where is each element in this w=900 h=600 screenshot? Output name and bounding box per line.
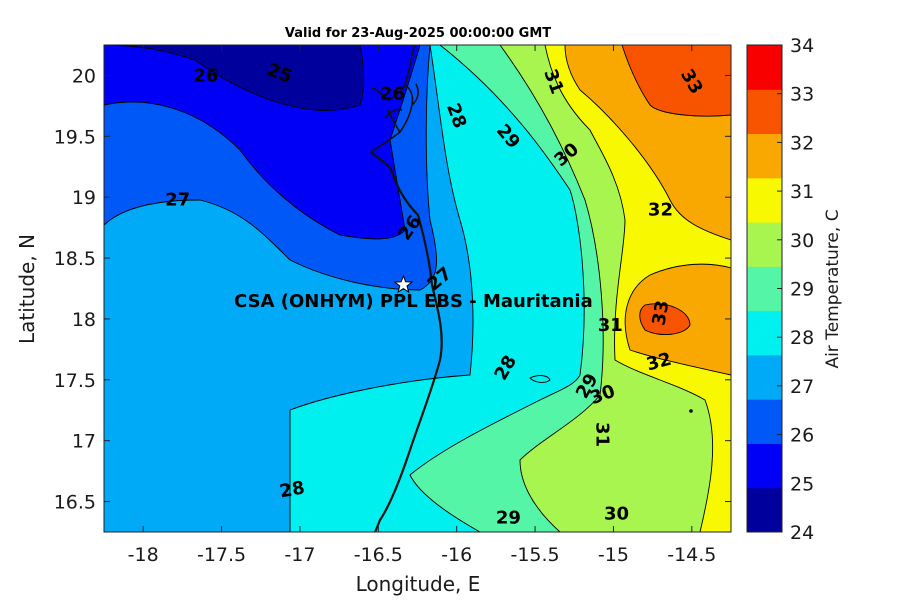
colorbar-tick-label: 30 [790,230,814,252]
isotherms [104,45,731,532]
colorbar-tick-label: 33 [790,84,814,106]
contour-label: 32 [648,199,673,220]
colorbar-tick-label: 27 [790,376,814,398]
colorbar-swatch [747,354,782,400]
colorbar-tick-label: 29 [790,279,814,301]
colorbar-tick-label: 34 [790,35,814,57]
contour-label: 29 [496,507,521,528]
y-axis-ticks: 20 19.5 19 18.5 18 17.5 17 16.5 [54,65,731,514]
colorbar-swatch [747,399,782,444]
x-tick-label: -15.5 [510,544,559,566]
contour-label: 31 [591,422,612,447]
temperature-field [104,45,731,532]
colorbar-tick-label: 28 [790,327,814,349]
y-tick-label: 19 [72,187,96,209]
contour-label: 33 [648,299,673,327]
colorbar-swatch [747,222,782,267]
colorbar-swatch [747,266,782,312]
colorbar-swatch [747,310,782,356]
colorbar-swatch [747,45,782,90]
contour-label: 28 [278,477,306,502]
y-tick-label: 18.5 [54,248,96,270]
patch-28-small [530,375,550,383]
x-axis-ticks: -18 -17.5 -17 -16.5 -16 -15.5 -15 -14.5 [128,45,716,566]
x-tick-label: -14.5 [667,544,716,566]
colorbar-frame [746,44,783,533]
colorbar-swatch [747,443,782,489]
y-tick-label: 18 [72,309,96,331]
y-axis-label: Latitude, N [15,234,39,344]
band-33-34-east [639,303,690,335]
x-tick-label: -18 [128,544,159,566]
coastline-banc-arguin [370,83,419,153]
y-tick-label: 20 [72,65,96,87]
contour-label: 26 [380,84,405,105]
y-tick-label: 17.5 [54,370,96,392]
band-33-34-north [622,45,731,117]
map-frame [103,44,732,533]
colorbar-tick-label: 25 [790,473,814,495]
colorbar-swatch [747,177,782,223]
colorbar-tick-label: 31 [790,181,814,203]
colorbar-swatch [747,89,782,135]
x-tick-label: -17.5 [197,544,246,566]
colorbar-label: Air Temperature, C [823,209,843,368]
x-tick-label: -16.5 [354,544,403,566]
colorbar-swatch [747,487,782,533]
contour-label: 26 [193,65,218,86]
star-icon [393,274,414,294]
x-axis-label: Longitude, E [356,572,481,596]
y-tick-label: 19.5 [54,126,96,148]
y-tick-label: 16.5 [54,492,96,514]
x-tick-label: -17 [284,544,315,566]
colorbar-tick-label: 26 [790,425,814,447]
coastline-north [404,45,416,86]
site-marker: CSA (ONHYM) PPL EBS - Mauritania [234,274,593,312]
y-tick-label: 17 [72,431,96,453]
colorbar: 34 33 32 31 30 29 28 27 26 25 24 [747,35,814,544]
x-tick-label: -16 [441,544,472,566]
colorbar-swatch [747,133,782,179]
site-label: CSA (ONHYM) PPL EBS - Mauritania [234,291,593,312]
coastline [370,151,443,532]
contour-label: 31 [598,315,623,336]
map-title: Valid for 23-Aug-2025 00:00:00 GMT [285,26,551,41]
contour-label: 27 [165,190,190,211]
contour-label: 30 [604,504,629,525]
band-24-25 [104,45,364,111]
x-tick-label: -15 [598,544,629,566]
colorbar-tick-label: 32 [790,132,814,154]
colorbar-tick-label: 24 [790,522,814,544]
